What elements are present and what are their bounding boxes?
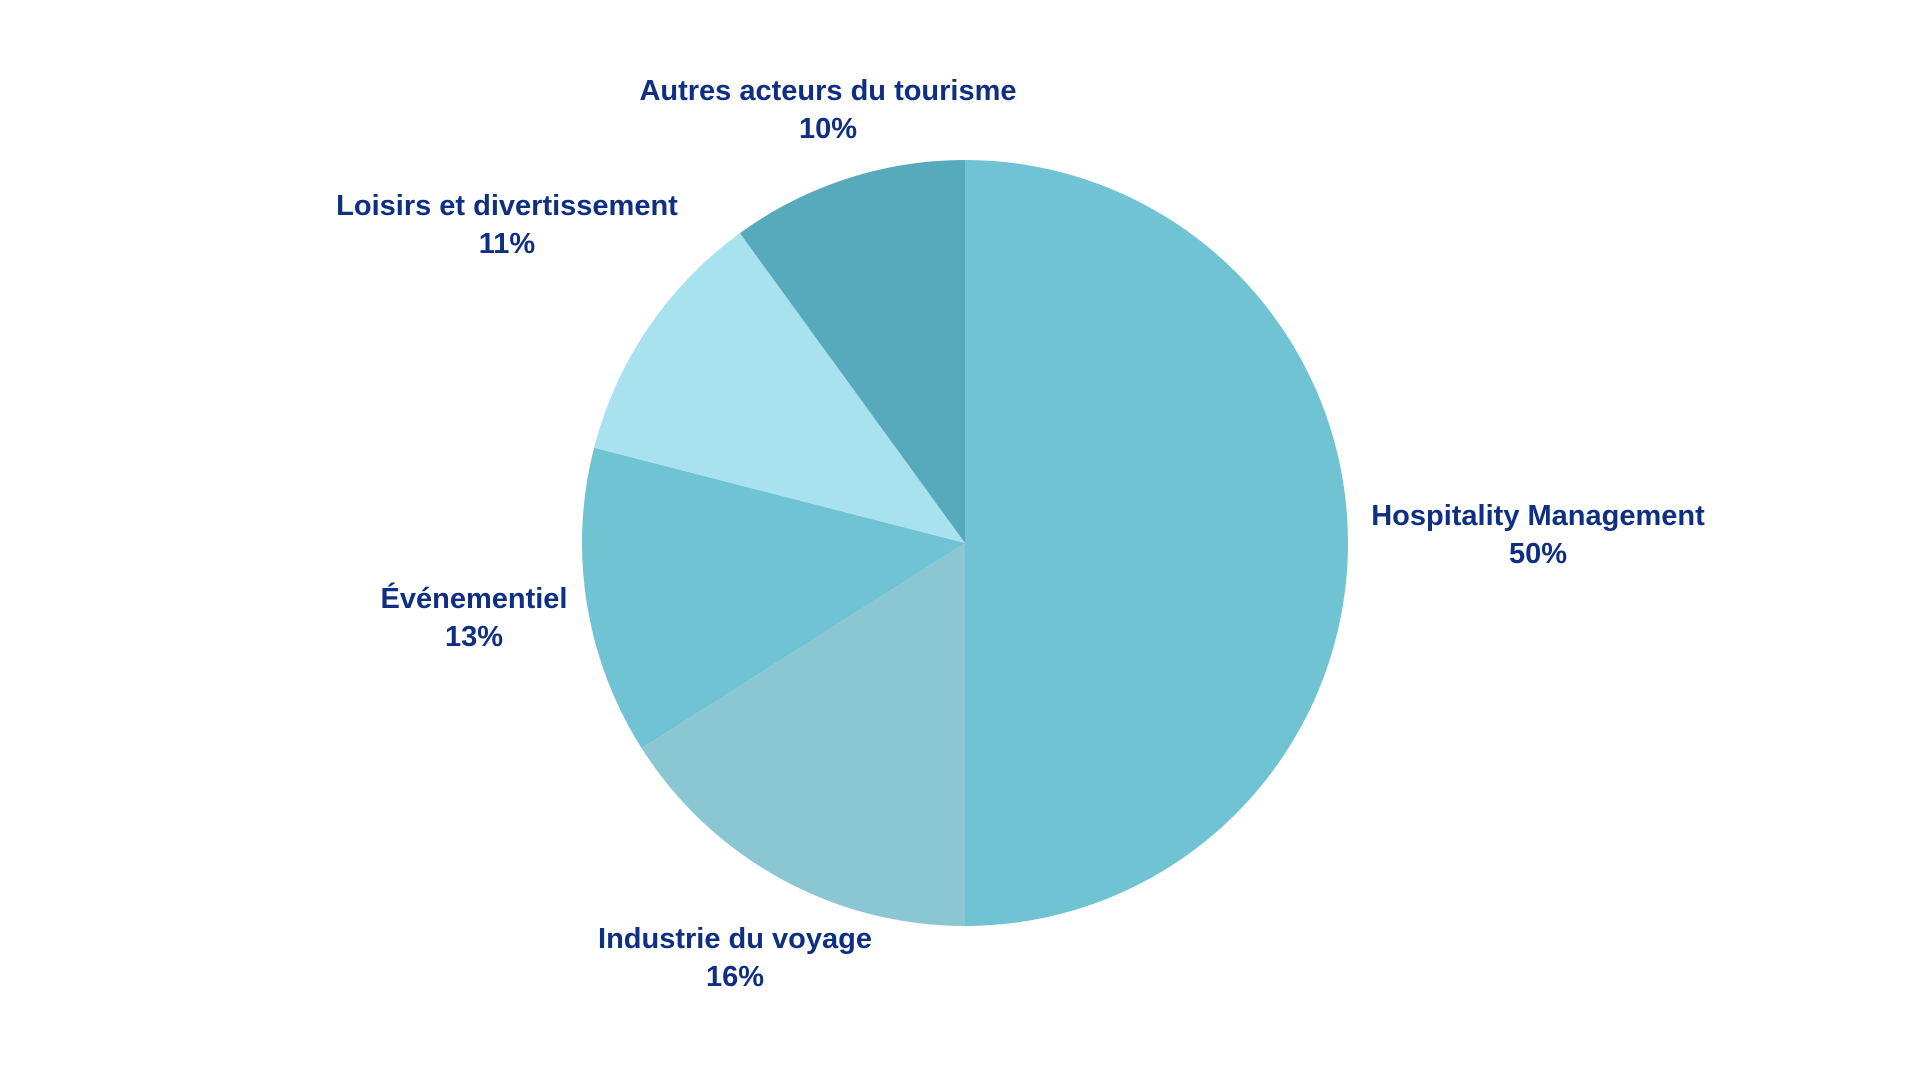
pie-slice [581, 447, 965, 749]
slice-value-label: 50% [1509, 538, 1567, 570]
pie-slice [594, 233, 965, 543]
slice-value-label: 16% [706, 961, 764, 993]
slice-value-label: 13% [445, 621, 503, 653]
slice-category-label: Autres acteurs du tourisme [639, 75, 1016, 107]
pie-labels: Hospitality Management 50% Industrie du vo… [336, 75, 1705, 993]
slice-value-label: 11% [479, 228, 536, 260]
pie-slice [641, 543, 965, 926]
pie-slices [581, 160, 1348, 926]
pie-slice [965, 160, 1348, 926]
slice-category-label: Industrie du voyage [598, 923, 872, 955]
slice-value-label: 10% [799, 113, 857, 145]
slice-category-label: Hospitality Management [1371, 500, 1705, 532]
pie-slice [739, 160, 965, 543]
slice-category-label: Loisirs et divertissement [336, 190, 678, 222]
slice-category-label: Événementiel [381, 581, 568, 615]
